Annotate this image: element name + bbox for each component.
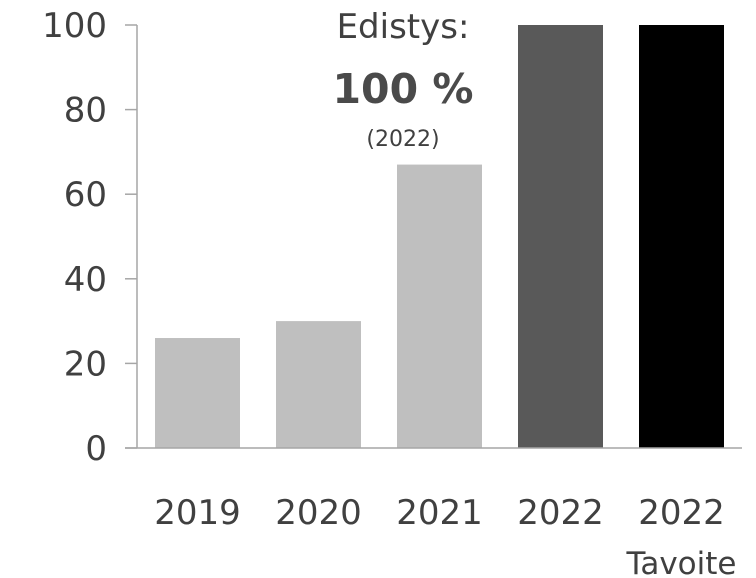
annotation-value: 100 % <box>333 65 474 113</box>
y-axis: 0 20 40 60 80 100 <box>42 6 138 469</box>
x-category-label: 2022 <box>517 493 604 533</box>
x-category-label: 2021 <box>396 493 483 533</box>
x-category-label: 2019 <box>154 493 241 533</box>
bar <box>518 25 603 448</box>
x-category-label: 2020 <box>275 493 362 533</box>
bar <box>276 321 361 448</box>
progress-annotation: Edistys: 100 % (2022) <box>333 7 474 152</box>
y-tick-label: 100 <box>42 6 107 46</box>
x-category-label: 2022 <box>638 493 725 533</box>
y-tick-label: 60 <box>64 175 107 215</box>
x-category-sublabel: Tavoite <box>626 546 737 578</box>
y-tick-label: 80 <box>64 91 107 131</box>
bar <box>397 164 482 448</box>
bar <box>639 25 724 448</box>
y-tick-label: 20 <box>64 344 107 384</box>
y-tick-label: 0 <box>85 429 107 469</box>
bars <box>155 25 724 448</box>
annotation-title: Edistys: <box>337 7 470 47</box>
bar <box>155 338 240 448</box>
y-tick-label: 40 <box>64 260 107 300</box>
x-axis: 2019 2020 2021 2022 2022 Tavoite <box>125 447 742 578</box>
annotation-sub: (2022) <box>366 127 439 152</box>
